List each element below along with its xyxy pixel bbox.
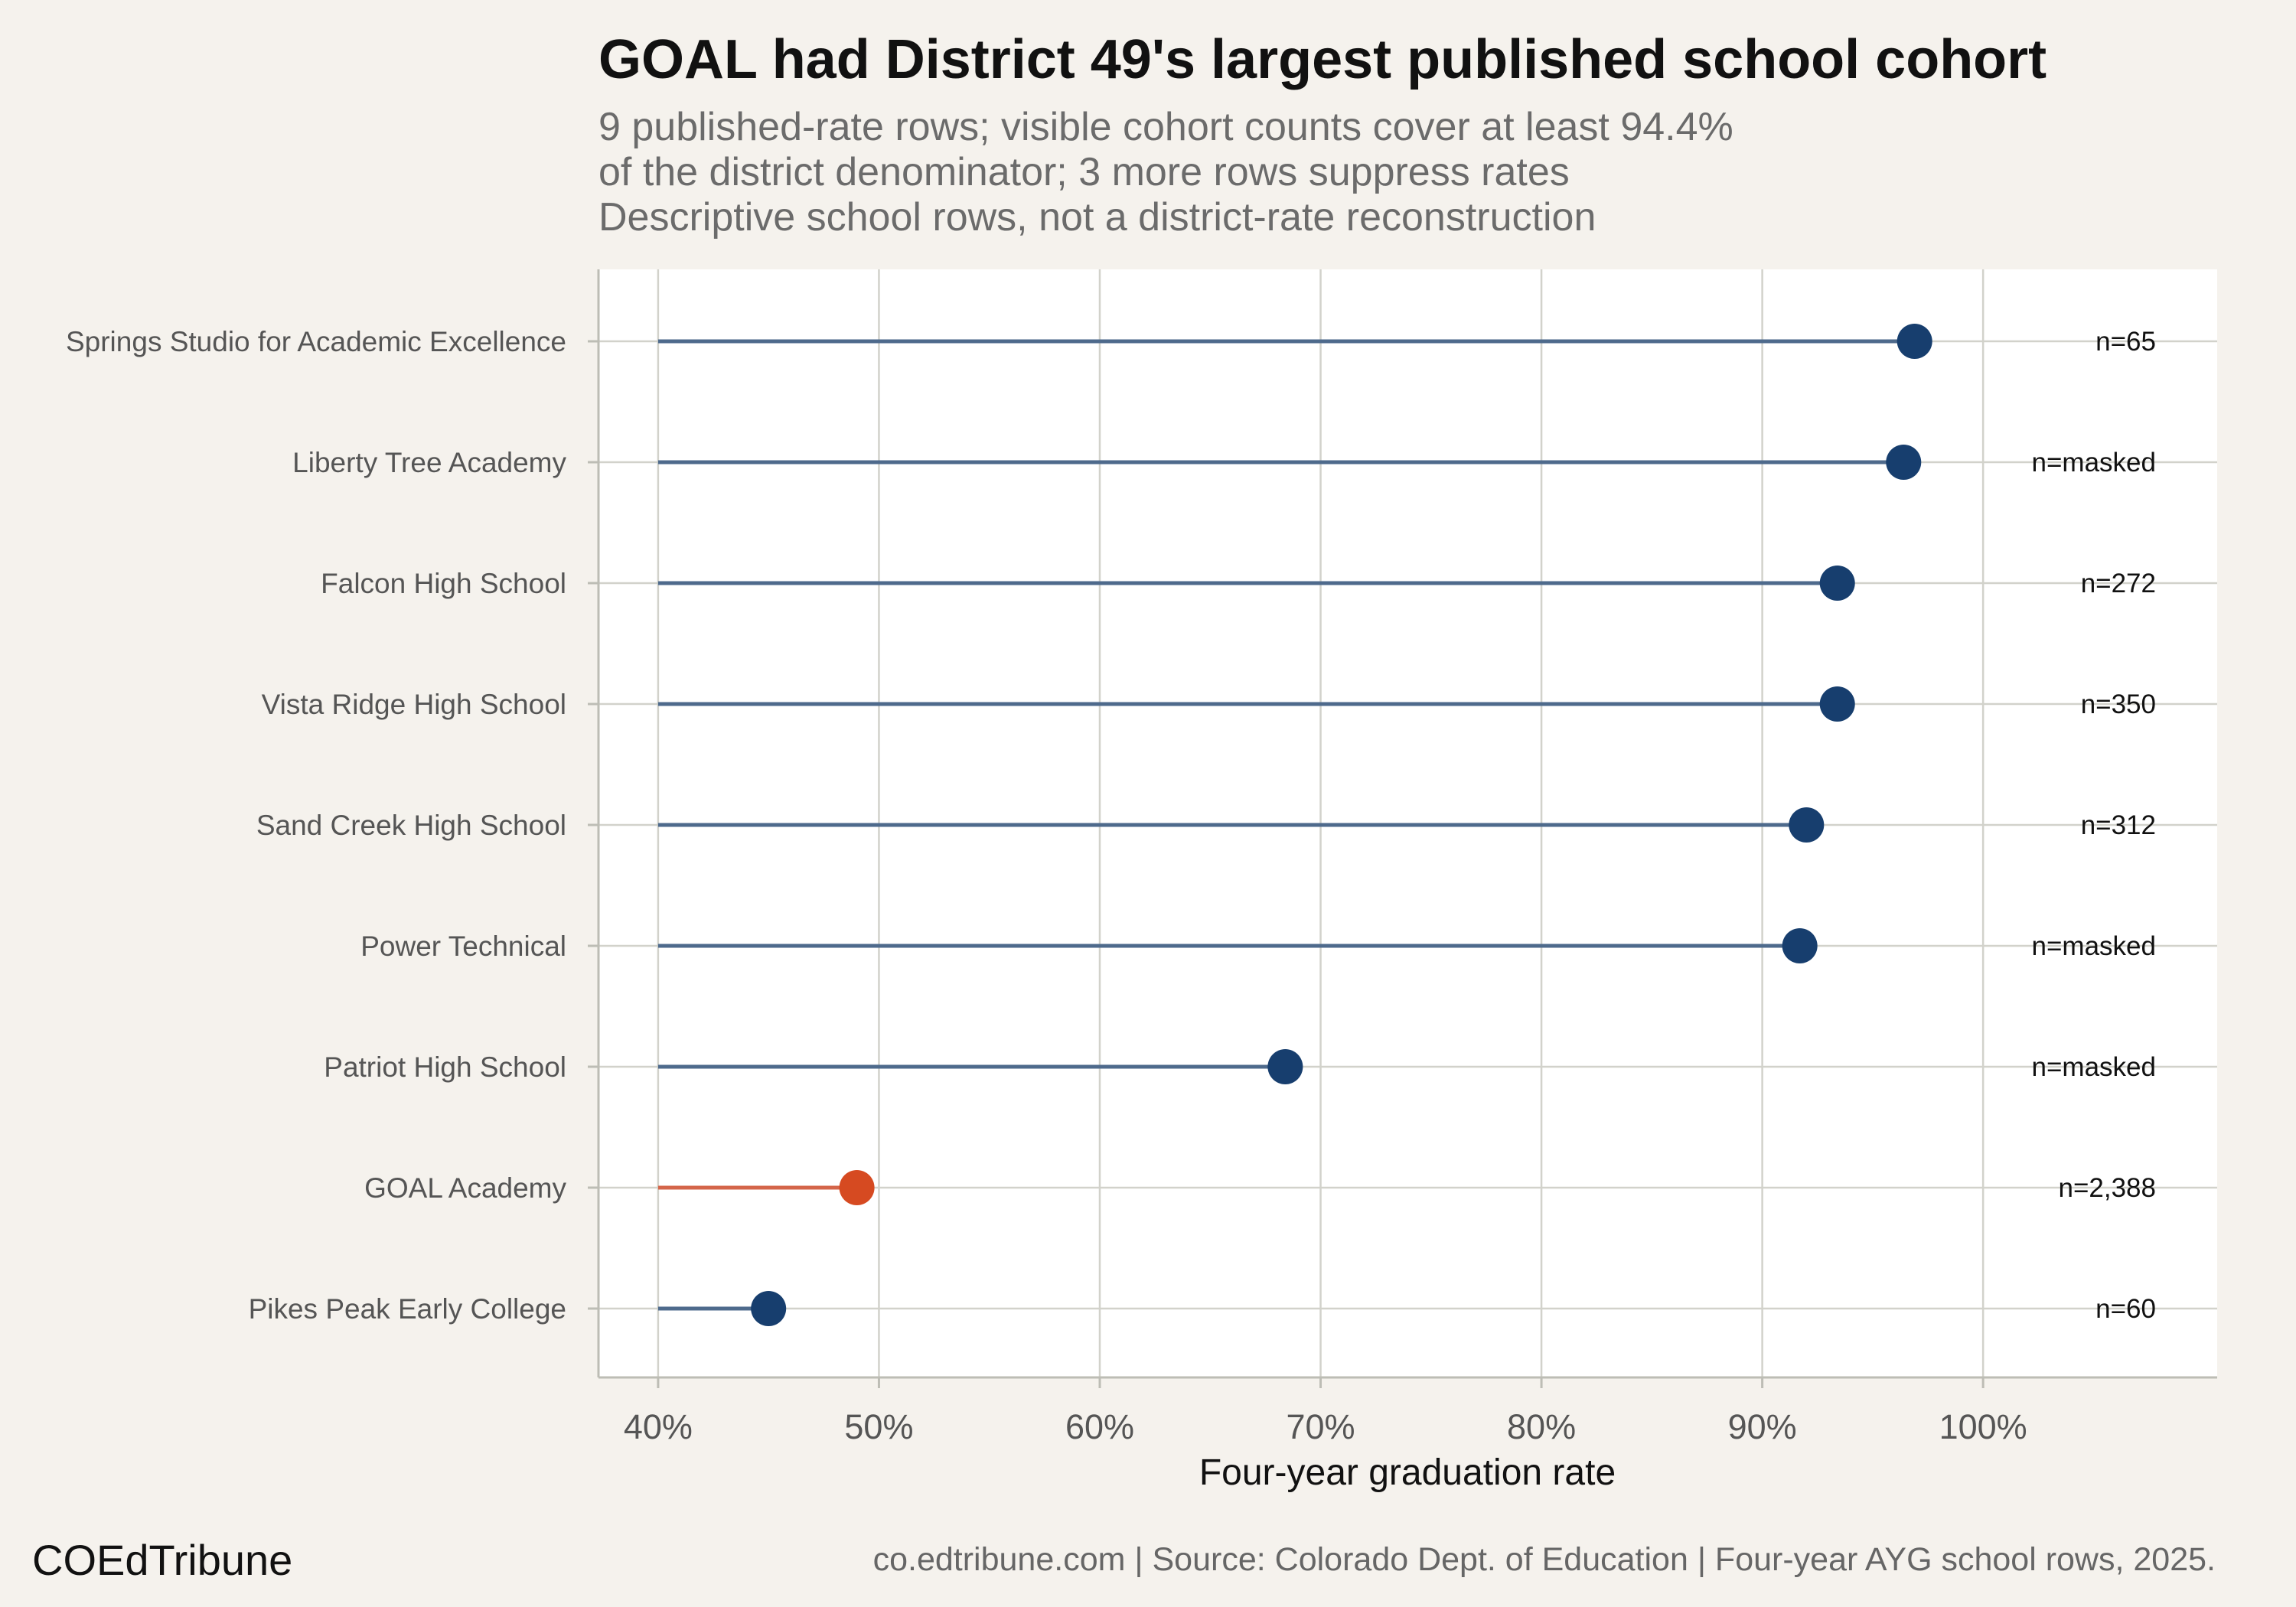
school-label: Sand Creek High School bbox=[256, 810, 566, 841]
chart-subtitle-line-1: 9 published-rate rows; visible cohort co… bbox=[598, 105, 1733, 149]
cohort-size-label: n=2,388 bbox=[2059, 1173, 2157, 1203]
lollipop-dot bbox=[1819, 686, 1855, 722]
school-labels: Springs Studio for Academic Excellence Li… bbox=[66, 326, 567, 1325]
lollipop-dot bbox=[839, 1170, 875, 1205]
lollipop-dot bbox=[1267, 1049, 1303, 1084]
brand-logo-text: COEdTribune bbox=[32, 1536, 292, 1584]
school-label: Patriot High School bbox=[324, 1051, 566, 1083]
cohort-size-label: n=masked bbox=[2032, 1052, 2156, 1082]
x-tick-label: 100% bbox=[1939, 1407, 2027, 1446]
x-tick-label: 60% bbox=[1065, 1407, 1134, 1446]
chart-subtitle-line-2: of the district denominator; 3 more rows… bbox=[598, 150, 1570, 194]
school-label: Springs Studio for Academic Excellence bbox=[66, 326, 566, 357]
lollipop-dot bbox=[1896, 324, 1932, 359]
x-tick-label: 50% bbox=[844, 1407, 913, 1446]
school-label: Vista Ridge High School bbox=[262, 689, 566, 720]
cohort-size-label: n=masked bbox=[2032, 931, 2156, 961]
school-label: GOAL Academy bbox=[364, 1172, 566, 1204]
lollipop-dot bbox=[1819, 566, 1855, 601]
chart-subtitle-line-3: Descriptive school rows, not a district-… bbox=[598, 195, 1596, 240]
source-caption: co.edtribune.com | Source: Colorado Dept… bbox=[873, 1541, 2216, 1578]
chart-title: GOAL had District 49's largest published… bbox=[598, 29, 2047, 90]
x-tick-label: 90% bbox=[1728, 1407, 1797, 1446]
x-tick-labels: 40% 50% 60% 70% 80% 90% 100% bbox=[624, 1407, 2027, 1446]
lollipop-dot bbox=[1789, 807, 1825, 843]
lollipop-stems bbox=[657, 339, 1915, 1311]
x-axis-title: Four-year graduation rate bbox=[1199, 1452, 1616, 1493]
cohort-size-label: n=60 bbox=[2095, 1294, 2156, 1324]
cohort-size-label: n=272 bbox=[2081, 569, 2156, 598]
school-label: Falcon High School bbox=[321, 568, 566, 599]
cohort-labels: n=65 n=masked n=272 n=350 n=312 n=masked n=mas… bbox=[2032, 327, 2156, 1324]
school-label: Pikes Peak Early College bbox=[249, 1293, 566, 1325]
lollipop-dot bbox=[1782, 928, 1818, 963]
cohort-size-label: n=312 bbox=[2081, 810, 2156, 840]
school-label: Liberty Tree Academy bbox=[292, 447, 566, 478]
x-tick-label: 70% bbox=[1286, 1407, 1355, 1446]
cohort-size-label: n=masked bbox=[2032, 448, 2156, 478]
cohort-size-label: n=65 bbox=[2095, 327, 2156, 357]
lollipop-dot bbox=[1886, 445, 1922, 480]
cohort-size-label: n=350 bbox=[2081, 689, 2156, 719]
lollipop-dot bbox=[751, 1291, 787, 1326]
school-label: Power Technical bbox=[360, 931, 566, 962]
x-tick-label: 80% bbox=[1507, 1407, 1576, 1446]
x-tick-label: 40% bbox=[624, 1407, 693, 1446]
lollipop-dots bbox=[751, 324, 1932, 1326]
